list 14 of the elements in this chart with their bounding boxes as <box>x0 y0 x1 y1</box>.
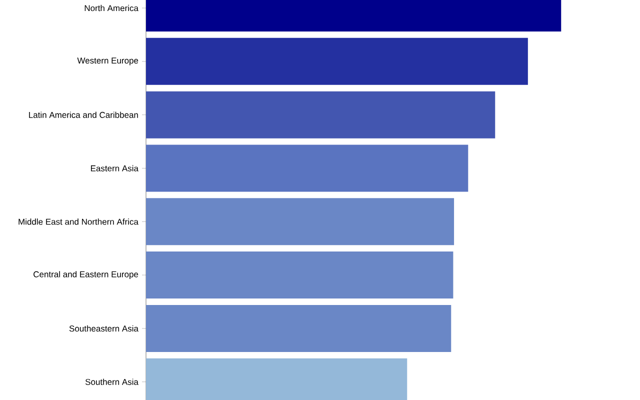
bar <box>146 252 454 299</box>
bar <box>146 304 452 352</box>
bar <box>146 198 454 246</box>
y-tick-label: Southeastern Asia <box>69 325 138 332</box>
y-tick-label: Middle East and Northern Africa <box>18 218 138 225</box>
bar <box>146 144 468 192</box>
y-tick-label: Eastern Asia <box>90 165 138 172</box>
bar <box>146 38 528 85</box>
y-tick-label: Western Europe <box>77 58 138 66</box>
bar <box>146 91 496 138</box>
y-tick-label: Latin America and Caribbean <box>29 112 138 118</box>
y-tick-label: North America <box>84 4 138 12</box>
y-tick-label: Central and Eastern Europe <box>34 271 138 279</box>
y-tick-label: Southern Asia <box>85 378 138 385</box>
